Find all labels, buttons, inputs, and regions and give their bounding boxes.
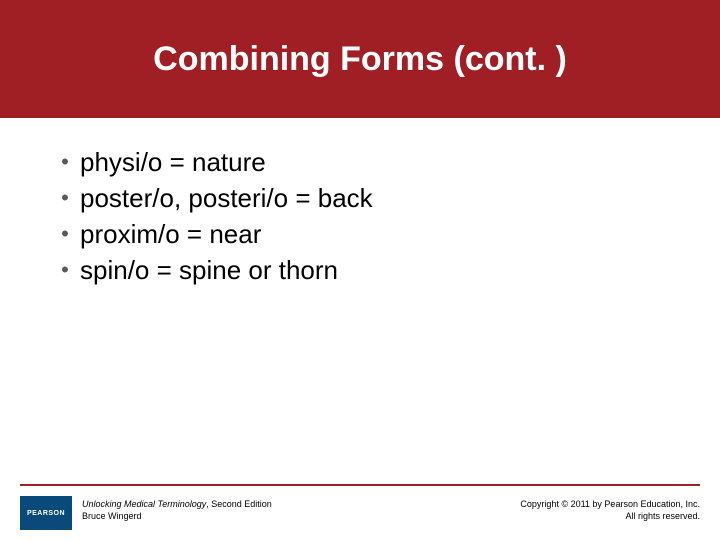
book-title: Unlocking Medical Terminology (82, 499, 206, 509)
list-item-text: physi/o = nature (80, 146, 266, 178)
copyright: Copyright © 2011 by Pearson Education, I… (520, 498, 700, 522)
bullet-icon: • (50, 254, 80, 286)
list-item: • proxim/o = near (50, 218, 670, 250)
bullet-icon: • (50, 218, 80, 250)
pearson-logo: PEARSON (20, 496, 72, 530)
slide-content: • physi/o = nature • poster/o, posteri/o… (0, 118, 720, 286)
slide-footer: PEARSON Unlocking Medical Terminology, S… (0, 484, 720, 540)
list-item: • spin/o = spine or thorn (50, 254, 670, 286)
copyright-line2: All rights reserved. (625, 511, 700, 521)
book-info: Unlocking Medical Terminology, Second Ed… (82, 498, 272, 522)
slide-header: Combining Forms (cont. ) (0, 0, 720, 118)
list-item-text: proxim/o = near (80, 218, 261, 250)
bullet-icon: • (50, 146, 80, 178)
bullet-list: • physi/o = nature • poster/o, posteri/o… (50, 146, 670, 286)
list-item-text: spin/o = spine or thorn (80, 254, 338, 286)
footer-divider (20, 484, 700, 486)
logo-label: PEARSON (27, 510, 65, 517)
slide-title: Combining Forms (cont. ) (153, 40, 567, 79)
author-name: Bruce Wingerd (82, 511, 142, 521)
list-item-text: poster/o, posteri/o = back (80, 182, 373, 214)
list-item: • physi/o = nature (50, 146, 670, 178)
list-item: • poster/o, posteri/o = back (50, 182, 670, 214)
copyright-line1: Copyright © 2011 by Pearson Education, I… (520, 499, 700, 509)
book-edition: , Second Edition (206, 499, 272, 509)
bullet-icon: • (50, 182, 80, 214)
